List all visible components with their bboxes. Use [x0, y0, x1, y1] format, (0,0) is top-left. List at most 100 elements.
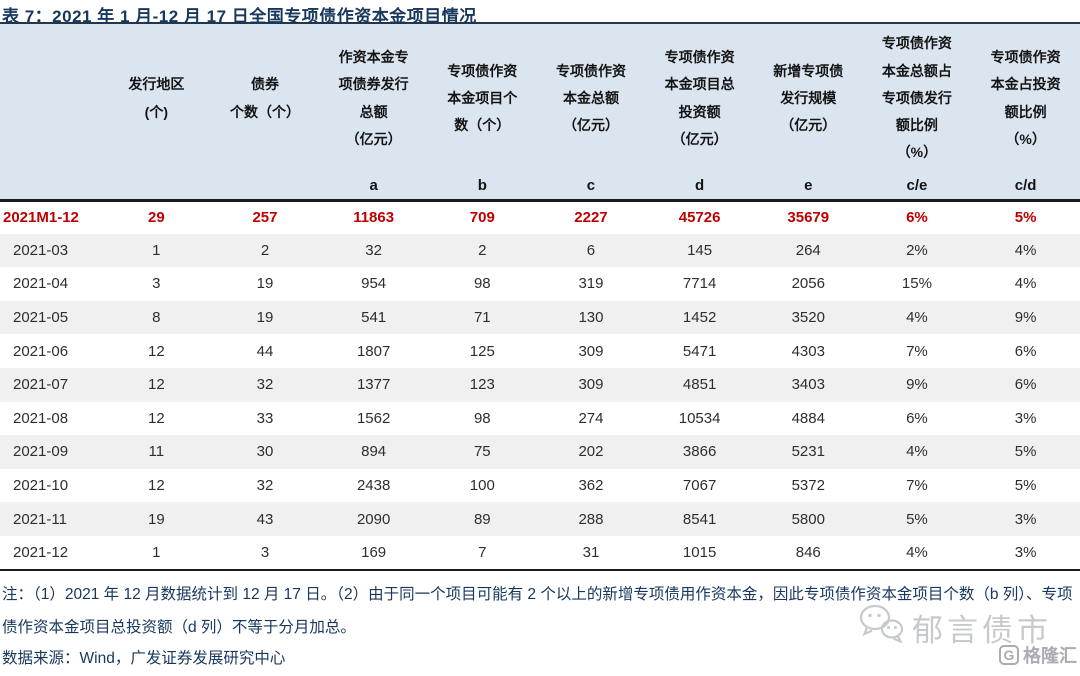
column-header: 专项债作资 本金总额占 专项债发行 额比例 （%） [862, 24, 972, 173]
row-label: 2021-03 [0, 233, 102, 268]
table-cell: 5800 [753, 502, 863, 536]
table-cell: 15% [901, 275, 932, 293]
table-cell: 7 [427, 535, 537, 571]
column-letter [0, 173, 102, 202]
table-cell: 1452 [645, 300, 754, 335]
source-text: 数据来源：Wind，广发证券发展研究中心 [2, 649, 286, 667]
row-label: 2021-07 [0, 367, 102, 402]
table-cell: 98 [473, 275, 491, 293]
table-cell: 30 [210, 435, 320, 469]
row-label: 2021-12 [0, 535, 102, 571]
table-cell: 8 [102, 300, 211, 335]
table-cell: 32 [210, 367, 320, 402]
table-row: 2021-05 8 19 541 71 130 1452 3520 4% 9% [0, 300, 1080, 335]
table-row: 2021-10 12 32 2438 100 362 7067 5372 7% 5% [0, 469, 1080, 503]
column-header: 作资本金专 项债券发行 总额 （亿元） [319, 24, 428, 173]
table-cell: 4% [862, 300, 972, 335]
table-cell: 32 [319, 233, 428, 268]
table-header-row: 发行地区 (个) 债券 个数（个） 作资本金专 项债券发行 总额 （亿元） 专项债作资… [0, 24, 1080, 173]
column-header: 新增专项债 发行规模 （亿元） [753, 24, 863, 173]
table-cell: 202 [536, 435, 646, 469]
column-header: 专项债作资 本金总额 （亿元） [536, 24, 646, 173]
table-cell: 4% [1014, 275, 1037, 293]
table-cell: 846 [753, 535, 863, 571]
table-cell: 1562 [356, 409, 391, 427]
table-cell: 4851 [645, 367, 754, 402]
table-cell: 309 [536, 367, 646, 402]
table-cell: 7% [906, 477, 928, 495]
table-cell: 309 [578, 342, 604, 360]
note-text: 注：（1）2021 年 12 月数据统计到 12 月 17 日。（2）由于同一个… [2, 585, 1073, 636]
table-cell: 2 [427, 233, 537, 268]
table-cell: 3 [152, 275, 161, 293]
table-row: 2021-04 3 19 954 98 319 7714 2056 15% 4% [0, 267, 1080, 301]
table-cell: 6% [906, 409, 928, 427]
table-cell: 5% [1014, 209, 1037, 227]
row-label: 2021-11 [0, 502, 102, 536]
table-cell: 100 [469, 477, 495, 495]
table-cell: 7714 [682, 275, 717, 293]
table-cell: 5231 [753, 435, 863, 469]
row-label: 2021-08 [13, 409, 69, 427]
column-letter: b [427, 173, 537, 202]
column-letter: a [319, 173, 428, 202]
table-cell: 169 [319, 535, 428, 571]
column-header: 专项债作资 本金项目个 数（个） [427, 24, 537, 173]
table-cell: 257 [252, 209, 278, 227]
table-cell: 19 [256, 275, 274, 293]
table-cell: 32 [256, 477, 274, 495]
table-cell: 3% [1014, 409, 1037, 427]
table-cell: 33 [256, 409, 274, 427]
table-row: 2021-08 12 33 1562 98 274 10534 4884 6% 3% [0, 402, 1080, 436]
table-cell: 6 [536, 233, 646, 268]
table-cell: 5% [971, 435, 1080, 469]
table-cell: 4% [862, 435, 972, 469]
column-letter: e [753, 173, 863, 202]
table-cell: 1377 [319, 367, 428, 402]
table-cell: 894 [319, 435, 428, 469]
table-body: 2021M1-12 29 257 11863 709 2227 45726 35679 6% 5%… [0, 200, 1080, 571]
column-header: 债券 个数（个） [210, 24, 320, 173]
table-cell: 5% [1014, 477, 1037, 495]
table-cell: 274 [578, 409, 604, 427]
row-label: 2021-06 [13, 342, 69, 360]
table-cell: 9% [862, 367, 972, 402]
table-cell: 1015 [645, 535, 754, 571]
table-cell: 12 [147, 477, 165, 495]
table-row: 2021M1-12 29 257 11863 709 2227 45726 35679 6% 5% [0, 200, 1080, 234]
table-cell: 541 [319, 300, 428, 335]
table-cell: 5471 [682, 342, 717, 360]
row-label: 2021-04 [13, 275, 69, 293]
table-cell: 3 [210, 535, 320, 571]
table-cell: 43 [210, 502, 320, 536]
table-cell: 71 [427, 300, 537, 335]
table-cell: 362 [578, 477, 604, 495]
table-cell: 1807 [356, 342, 391, 360]
table-cell: 6% [971, 367, 1080, 402]
table-cell: 12 [147, 342, 165, 360]
table-row: 2021-11 19 43 2090 89 288 8541 5800 5% 3% [0, 502, 1080, 536]
table-letter-row: a b c d e c/e c/d [0, 173, 1080, 202]
table-cell: 44 [256, 342, 274, 360]
table-cell: 264 [753, 233, 863, 268]
table-cell: 125 [469, 342, 495, 360]
page-title: 表 7：2021 年 1 月-12 月 17 日全国专项债作资本金项目情况 [0, 0, 1080, 26]
table-cell: 19 [210, 300, 320, 335]
table-row: 2021-09 11 30 894 75 202 3866 5231 4% 5% [0, 435, 1080, 469]
table-cell: 29 [147, 209, 165, 227]
table-cell: 12 [102, 367, 211, 402]
table-row: 2021-06 12 44 1807 125 309 5471 4303 7% 6% [0, 334, 1080, 368]
table-cell: 130 [536, 300, 646, 335]
table-cell: 145 [645, 233, 754, 268]
table-cell: 709 [469, 209, 495, 227]
table-cell: 123 [427, 367, 537, 402]
table-cell: 6% [1014, 342, 1037, 360]
table-cell: 3403 [753, 367, 863, 402]
column-letter: c [536, 173, 646, 202]
bond-capital-table: 发行地区 (个) 债券 个数（个） 作资本金专 项债券发行 总额 （亿元） 专项债作资… [0, 24, 1080, 571]
table-row: 2021-03 1 2 32 2 6 145 264 2% 4% [0, 233, 1080, 268]
column-letter: c/e [862, 173, 972, 202]
table-cell: 3% [971, 502, 1080, 536]
table-row: 2021-12 1 3 169 7 31 1015 846 4% 3% [0, 535, 1080, 571]
table-cell: 3520 [753, 300, 863, 335]
